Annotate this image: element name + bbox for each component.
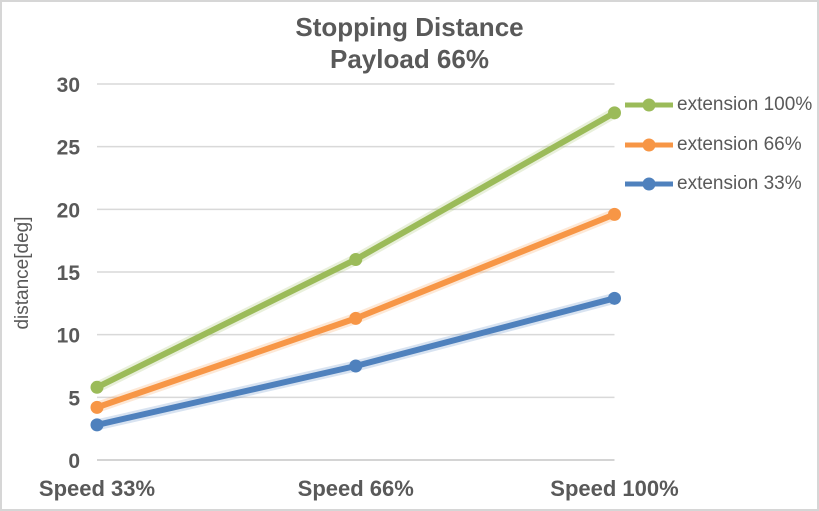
y-tick-label: 30 — [57, 74, 80, 97]
data-point — [90, 400, 104, 414]
y-tick-label: 15 — [57, 262, 81, 285]
data-point — [349, 252, 363, 266]
data-point — [608, 106, 621, 120]
legend-item: extension 66% — [624, 133, 802, 157]
y-tick-label: 25 — [57, 137, 81, 160]
x-category-label: Speed 66% — [298, 476, 414, 501]
data-point — [608, 207, 621, 221]
x-category-label: Speed 100% — [550, 476, 678, 501]
data-point — [349, 359, 363, 373]
legend-swatch-icon — [625, 98, 673, 112]
data-point — [90, 418, 104, 432]
legend-label: extension 66% — [677, 133, 802, 155]
legend-item: extension 100% — [624, 93, 812, 117]
data-point — [608, 291, 621, 305]
chart-title-block: Stopping Distance Payload 66% — [2, 11, 817, 75]
chart-title: Stopping Distance — [295, 12, 524, 42]
legend-label: extension 100% — [677, 94, 813, 115]
data-point — [349, 311, 363, 325]
x-category-label: Speed 33% — [39, 476, 155, 501]
y-tick-label: 10 — [57, 325, 80, 348]
legend-label: extension 33% — [677, 173, 802, 194]
data-point — [90, 380, 104, 394]
y-tick-label: 20 — [57, 199, 80, 222]
y-tick-label: 5 — [68, 387, 80, 410]
y-tick-label: 0 — [68, 450, 80, 473]
legend-swatch-icon — [625, 138, 673, 151]
legend-item: extension 33% — [624, 172, 802, 196]
chart-subtitle: Payload 66% — [330, 44, 489, 74]
legend-swatch-icon — [625, 177, 673, 191]
